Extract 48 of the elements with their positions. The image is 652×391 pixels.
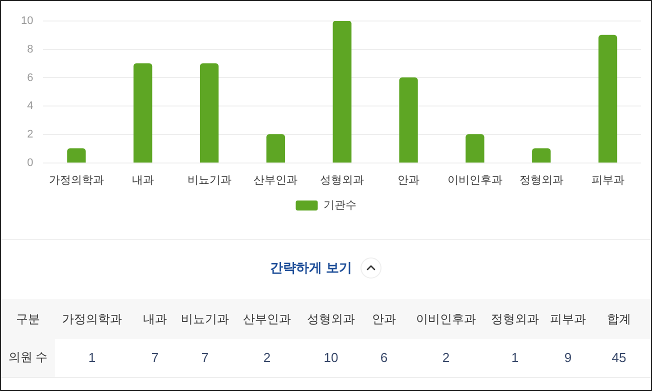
bar — [399, 77, 418, 163]
x-tick-label: 비뇨기과 — [187, 174, 232, 186]
bar — [266, 134, 286, 163]
category-label: 내과 — [142, 310, 168, 328]
data-label: 10 — [322, 349, 340, 368]
text: 간략하게 보기 — [270, 259, 352, 277]
category-label: 안과 — [371, 310, 397, 328]
bar — [466, 134, 484, 163]
data-label: 6 — [379, 349, 389, 368]
x-tick-label: 안과 — [398, 174, 420, 186]
x-tick-label: 내과 — [132, 174, 154, 186]
x-tick-label: 이비인후과 — [447, 174, 502, 186]
data-label: 2 — [441, 349, 451, 368]
data-label: 2 — [262, 349, 272, 368]
bar — [332, 21, 352, 163]
data-label: 1 — [510, 349, 520, 368]
x-tick-label: 정형외과 — [519, 174, 564, 186]
data-label: 7 — [200, 349, 210, 368]
bar — [67, 148, 86, 163]
category-label: 합계 — [606, 310, 632, 328]
bar — [532, 148, 551, 163]
y-tick-label: 4 — [27, 100, 34, 112]
bar — [134, 63, 152, 163]
bar — [598, 34, 618, 163]
y-tick-label: 8 — [27, 43, 34, 56]
data-label: 1 — [87, 349, 97, 368]
x-tick-label: 가정의학과 — [48, 174, 104, 186]
text: 의원 수 — [1, 339, 55, 377]
category-label: 이비인후과 — [415, 310, 477, 328]
category-label: 가정의학과 — [61, 310, 123, 328]
category-label: 산부인과 — [242, 310, 292, 328]
legend-label: 기관수 — [323, 200, 356, 212]
category-label: 성형외과 — [306, 310, 356, 328]
data-label: 45 — [610, 349, 628, 368]
category-label: 정형외과 — [490, 310, 540, 328]
category-label: 비뇨기과 — [181, 310, 229, 328]
x-tick-label: 성형외과 — [320, 174, 364, 186]
x-tick-label: 피부과 — [591, 174, 624, 186]
category-label: 피부과 — [549, 310, 587, 328]
data-label: 9 — [563, 349, 573, 368]
text: 구분 — [15, 310, 41, 328]
y-tick-label: 6 — [27, 72, 34, 84]
y-tick-label: 2 — [27, 128, 34, 140]
y-tick-label: 10 — [20, 15, 34, 28]
data-label: 7 — [150, 349, 160, 368]
x-tick-label: 산부인과 — [254, 174, 298, 186]
y-tick-label: 0 — [27, 156, 34, 169]
bar — [200, 63, 219, 163]
